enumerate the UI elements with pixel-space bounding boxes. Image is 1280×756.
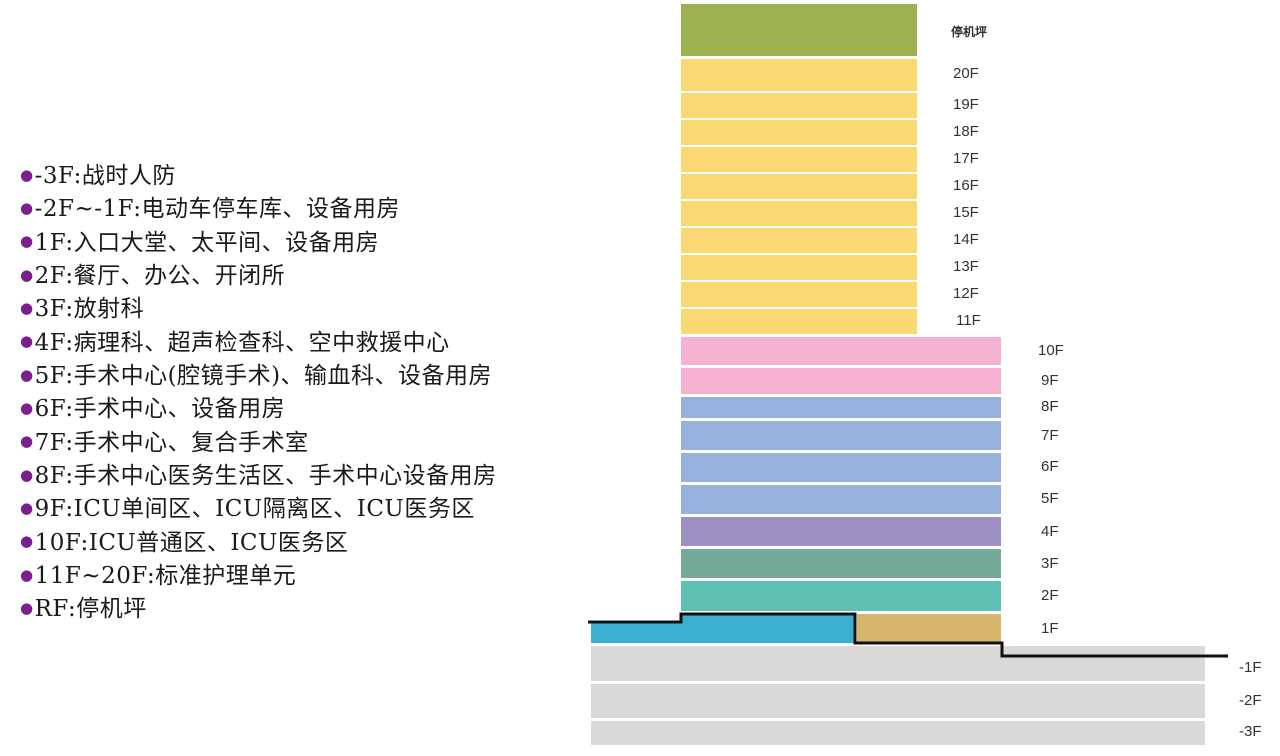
bullet-icon: ● <box>20 198 34 217</box>
legend-item-3f: ●3F:放射科 <box>20 296 145 323</box>
legend-item-b3: ●-3F:战时人防 <box>20 163 176 189</box>
floor-label-11f: 11F <box>956 312 981 329</box>
bullet-icon: ● <box>20 165 34 184</box>
floor-2f <box>681 581 1001 611</box>
floor-1f-lobby <box>591 623 855 643</box>
floor-rf-heliport <box>681 4 917 56</box>
legend-item-7f: ●7F:手术中心、复合手术室 <box>20 429 309 456</box>
floor-4f <box>681 517 1001 546</box>
floor-label-5f: 5F <box>1041 490 1059 507</box>
bullet-icon: ● <box>20 299 34 318</box>
floor-13f <box>681 255 917 280</box>
bullet-icon: ● <box>20 232 34 251</box>
floor-14f <box>681 228 917 253</box>
floor-label-17f: 17F <box>953 150 979 167</box>
floor-label-19f: 19F <box>953 96 979 113</box>
floor-8f <box>681 397 1001 418</box>
floor-label-10f: 10F <box>1038 342 1064 359</box>
floor-label-15f: 15F <box>953 204 979 221</box>
bullet-icon: ● <box>20 399 34 418</box>
floor-5f <box>681 485 1001 514</box>
floor-function-legend: ●-3F:战时人防 ●-2F~-1F:电动车停车库、设备用房 ●1F:入口大堂、… <box>20 160 560 627</box>
floor-b1 <box>591 646 1205 681</box>
floor-18f <box>681 120 917 145</box>
floor-label-3f: 3F <box>1041 555 1059 572</box>
floor-11f <box>681 309 917 334</box>
bullet-icon: ● <box>20 599 34 618</box>
bullet-icon: ● <box>20 465 34 484</box>
floor-label-12f: 12F <box>953 285 979 302</box>
floor-label-2f: 2F <box>1041 587 1059 604</box>
floor-17f <box>681 147 917 172</box>
bullet-icon: ● <box>20 532 34 551</box>
floor-7f <box>681 421 1001 450</box>
floor-label-20f: 20F <box>953 65 979 82</box>
bullet-icon: ● <box>20 499 34 518</box>
bullet-icon: ● <box>20 432 34 451</box>
floor-label-1f: 1F <box>1041 620 1059 637</box>
floor-12f <box>681 282 917 307</box>
floor-label-6f: 6F <box>1041 458 1059 475</box>
floor-label-16f: 16F <box>953 177 979 194</box>
legend-item-6f: ●6F:手术中心、设备用房 <box>20 396 286 423</box>
floor-label-b1: -1F <box>1239 659 1262 676</box>
bullet-icon: ● <box>20 332 34 351</box>
legend-item-10f: ●10F:ICU普通区、ICU医务区 <box>20 529 349 556</box>
bullet-icon: ● <box>20 565 34 584</box>
floor-1f-lobby-upper <box>681 614 855 624</box>
floor-label-7f: 7F <box>1041 427 1059 444</box>
bullet-icon: ● <box>20 365 34 384</box>
legend-item-9f: ●9F:ICU单间区、ICU隔离区、ICU医务区 <box>20 496 475 523</box>
floor-label-9f: 9F <box>1041 372 1059 389</box>
floor-20f <box>681 59 917 91</box>
legend-item-8f: ●8F:手术中心医务生活区、手术中心设备用房 <box>20 463 497 490</box>
floor-19f <box>681 93 917 118</box>
floor-10f <box>681 337 1001 365</box>
floor-6f <box>681 453 1001 482</box>
legend-item-5f: ●5F:手术中心(腔镜手术)、输血科、设备用房 <box>20 363 493 390</box>
floor-label-18f: 18F <box>953 123 979 140</box>
legend-item-4f: ●4F:病理科、超声检查科、空中救援中心 <box>20 329 450 356</box>
floor-label-13f: 13F <box>953 258 979 275</box>
floor-label-b3: -3F <box>1239 723 1262 740</box>
floor-b3 <box>591 721 1205 745</box>
legend-item-1f: ●1F:入口大堂、太平间、设备用房 <box>20 229 380 256</box>
floor-label-4f: 4F <box>1041 523 1059 540</box>
legend-item-rf: ●RF:停机坪 <box>20 596 147 623</box>
floor-label-8f: 8F <box>1041 398 1059 415</box>
floor-15f <box>681 201 917 226</box>
floor-1f-service <box>857 614 1001 643</box>
floor-16f <box>681 174 917 199</box>
floor-9f <box>681 368 1001 394</box>
legend-item-b2-b1: ●-2F~-1F:电动车停车库、设备用房 <box>20 196 401 223</box>
legend-item-11f-20f: ●11F~20F:标准护理单元 <box>20 563 297 590</box>
floor-b2 <box>591 684 1205 718</box>
floor-label-rf: 停机坪 <box>951 25 988 39</box>
bullet-icon: ● <box>20 265 34 284</box>
floor-label-b2: -2F <box>1239 692 1262 709</box>
floor-3f <box>681 549 1001 578</box>
legend-item-2f: ●2F:餐厅、办公、开闭所 <box>20 263 286 290</box>
floor-label-14f: 14F <box>953 231 979 248</box>
